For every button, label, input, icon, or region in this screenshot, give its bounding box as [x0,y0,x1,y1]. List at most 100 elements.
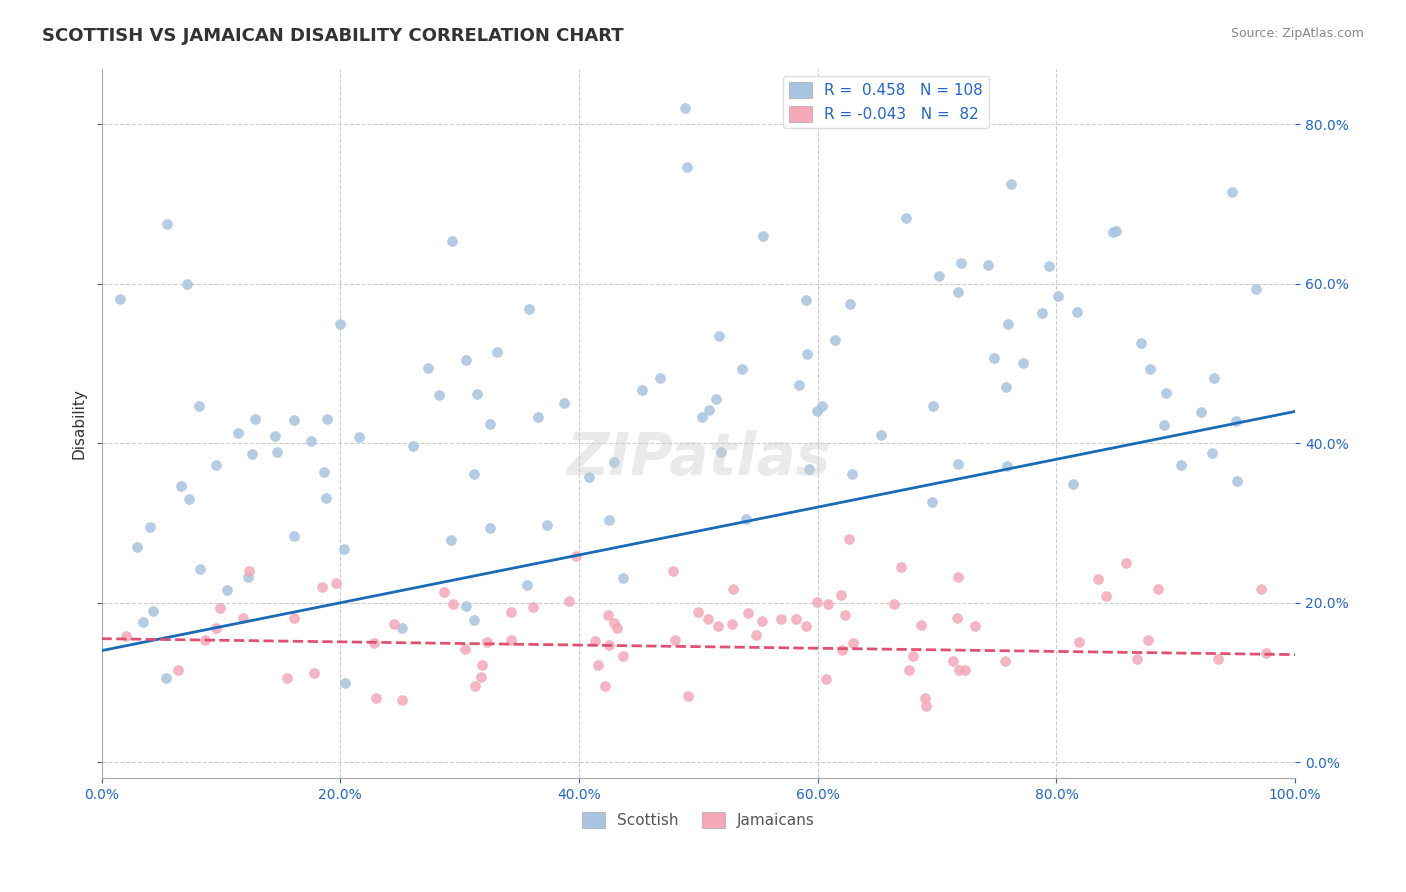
Point [1244,282,1267,296]
Point [333,675,356,690]
Point [467,386,489,401]
Point [215,582,238,597]
Point [1129,336,1152,351]
Point [156,218,179,232]
Point [454,599,477,613]
Point [479,417,502,431]
Point [602,455,624,469]
Point [814,672,837,686]
Point [735,512,758,526]
Point [901,648,924,663]
Text: ZIPatlas: ZIPatlas [567,430,831,487]
Point [1206,652,1229,666]
Point [427,388,450,402]
Point [721,582,744,596]
Point [675,160,697,174]
Point [1126,652,1149,666]
Point [243,411,266,425]
Point [391,693,413,707]
Point [883,597,905,611]
Point [731,361,754,376]
Point [721,616,744,631]
Point [704,392,727,406]
Point [910,618,932,632]
Point [440,234,463,248]
Point [329,317,352,331]
Point [236,569,259,583]
Point [841,467,863,482]
Point [710,445,733,459]
Point [499,633,522,648]
Point [578,470,600,484]
Point [769,612,792,626]
Point [598,513,620,527]
Point [1000,177,1022,191]
Point [499,605,522,619]
Point [707,329,730,343]
Point [188,562,211,576]
Point [463,613,485,627]
Point [311,581,333,595]
Point [1225,414,1247,428]
Point [283,413,305,427]
Point [1105,224,1128,238]
Point [332,541,354,556]
Point [238,564,260,578]
Point [440,533,463,548]
Point [811,399,834,413]
Point [824,333,846,347]
Point [194,632,217,647]
Point [796,618,818,632]
Point [316,412,339,426]
Point [785,612,807,626]
Point [630,383,652,397]
Point [127,541,149,555]
Point [897,663,920,677]
Point [995,458,1018,473]
Point [170,478,193,492]
Point [673,102,696,116]
Point [382,616,405,631]
Point [676,689,699,703]
Point [697,403,720,417]
Point [108,292,131,306]
Point [471,658,494,673]
Point [283,529,305,543]
Text: SCOTTISH VS JAMAICAN DISABILITY CORRELATION CHART: SCOTTISH VS JAMAICAN DISABILITY CORRELAT… [42,27,624,45]
Point [806,595,828,609]
Point [965,619,987,633]
Point [188,399,211,413]
Point [794,293,817,308]
Point [1204,371,1226,385]
Point [470,670,492,684]
Point [522,599,544,614]
Point [1201,446,1223,460]
Point [914,690,936,705]
Point [441,597,464,611]
Point [789,378,811,392]
Point [177,491,200,506]
Point [205,458,228,472]
Point [176,277,198,291]
Point [557,594,579,608]
Point [536,517,558,532]
Point [752,229,775,244]
Point [983,351,1005,365]
Point [166,663,188,677]
Point [1225,475,1247,489]
Point [1250,582,1272,596]
Point [831,643,853,657]
Point [363,635,385,649]
Point [1256,646,1278,660]
Point [132,615,155,629]
Point [464,679,486,693]
Point [1046,289,1069,303]
Point [664,632,686,647]
Point [1066,305,1088,319]
Point [894,211,917,225]
Point [662,564,685,578]
Point [485,344,508,359]
Point [517,301,540,316]
Point [890,560,912,574]
Point [751,615,773,629]
